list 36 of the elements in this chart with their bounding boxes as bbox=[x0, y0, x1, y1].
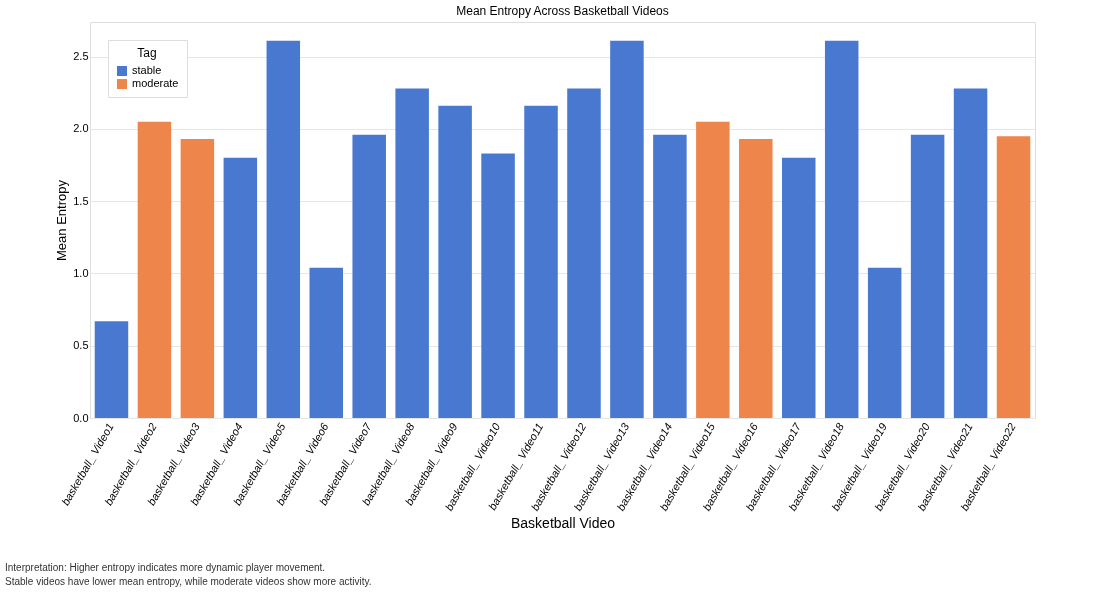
bar bbox=[782, 157, 816, 418]
bar bbox=[696, 121, 730, 418]
y-tick-label: 2.5 bbox=[73, 50, 89, 63]
bar bbox=[438, 105, 472, 418]
bar bbox=[739, 139, 773, 418]
legend-title: Tag bbox=[137, 46, 157, 60]
y-tick-label: 2.0 bbox=[73, 122, 89, 135]
bar bbox=[137, 121, 172, 418]
bar bbox=[953, 88, 988, 418]
y-axis-title: Mean Entropy bbox=[54, 179, 70, 261]
chart-title: Mean Entropy Across Basketball Videos bbox=[456, 4, 669, 18]
bar bbox=[910, 134, 945, 418]
bar bbox=[867, 267, 902, 418]
legend-label: moderate bbox=[132, 77, 179, 89]
text: Interpretation: Higher entropy indicates more dynamic player movement. bbox=[5, 562, 326, 573]
bar bbox=[352, 134, 386, 418]
bar bbox=[223, 157, 258, 418]
bar bbox=[524, 105, 558, 418]
text: Stable videos have lower mean entropy, while moderate videos show more activity. bbox=[5, 576, 372, 587]
bar bbox=[395, 88, 429, 418]
y-tick-label: 0.0 bbox=[73, 411, 89, 424]
bar bbox=[567, 88, 601, 418]
bar bbox=[653, 134, 687, 418]
bar bbox=[996, 136, 1031, 418]
y-tick-label: 0.5 bbox=[73, 339, 89, 352]
legend-label: stable bbox=[132, 64, 162, 76]
y-tick-label: 1.5 bbox=[73, 194, 89, 207]
y-tick-label: 1.0 bbox=[73, 266, 89, 279]
bar bbox=[266, 40, 301, 418]
bar bbox=[481, 153, 515, 418]
x-axis-title: Basketball Video bbox=[510, 514, 616, 531]
bar bbox=[94, 321, 129, 418]
bar bbox=[309, 267, 343, 418]
bar bbox=[180, 139, 215, 418]
bar bbox=[610, 40, 644, 418]
bar bbox=[824, 40, 859, 418]
